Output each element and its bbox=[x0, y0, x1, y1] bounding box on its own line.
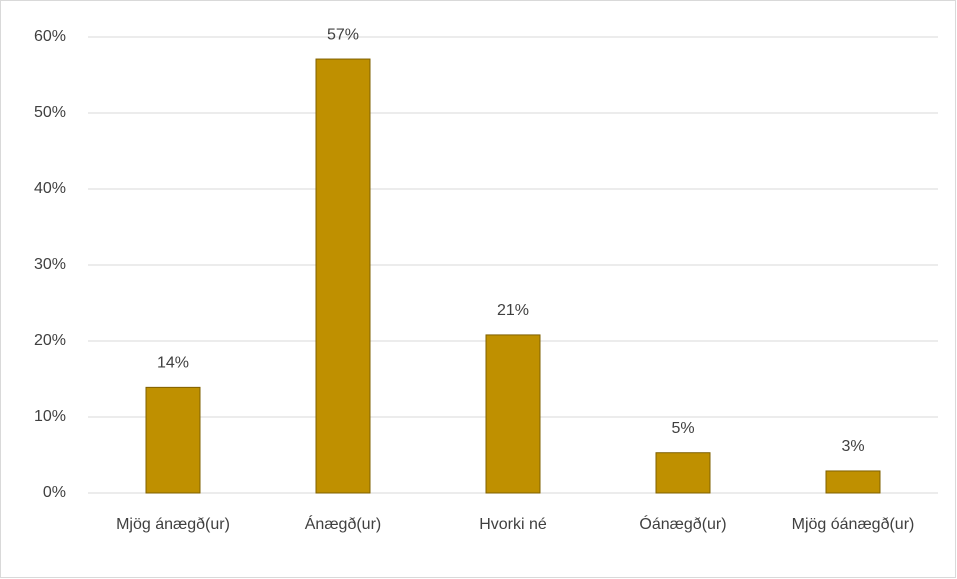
x-tick-label: Mjög óánægð(ur) bbox=[792, 516, 915, 533]
data-label: 3% bbox=[841, 438, 864, 455]
bar bbox=[145, 386, 201, 494]
x-tick-label: Óánægð(ur) bbox=[639, 514, 726, 533]
bar bbox=[825, 470, 881, 494]
x-tick-label: Mjög ánægð(ur) bbox=[116, 516, 230, 533]
x-tick-label: Hvorki né bbox=[479, 516, 547, 533]
bar bbox=[315, 58, 371, 494]
data-label: 14% bbox=[157, 355, 189, 372]
y-tick-label: 20% bbox=[34, 332, 66, 349]
bar bbox=[655, 452, 711, 494]
y-tick-label: 30% bbox=[34, 256, 66, 273]
y-tick-label: 40% bbox=[34, 180, 66, 197]
data-label: 57% bbox=[327, 26, 359, 43]
y-tick-label: 50% bbox=[34, 104, 66, 121]
x-tick-label: Ánægð(ur) bbox=[305, 514, 381, 533]
y-tick-label: 60% bbox=[34, 28, 66, 45]
y-tick-label: 10% bbox=[34, 408, 66, 425]
y-tick-label: 0% bbox=[43, 484, 66, 501]
bar bbox=[485, 334, 541, 494]
data-label: 5% bbox=[671, 420, 694, 437]
data-label: 21% bbox=[497, 302, 529, 319]
